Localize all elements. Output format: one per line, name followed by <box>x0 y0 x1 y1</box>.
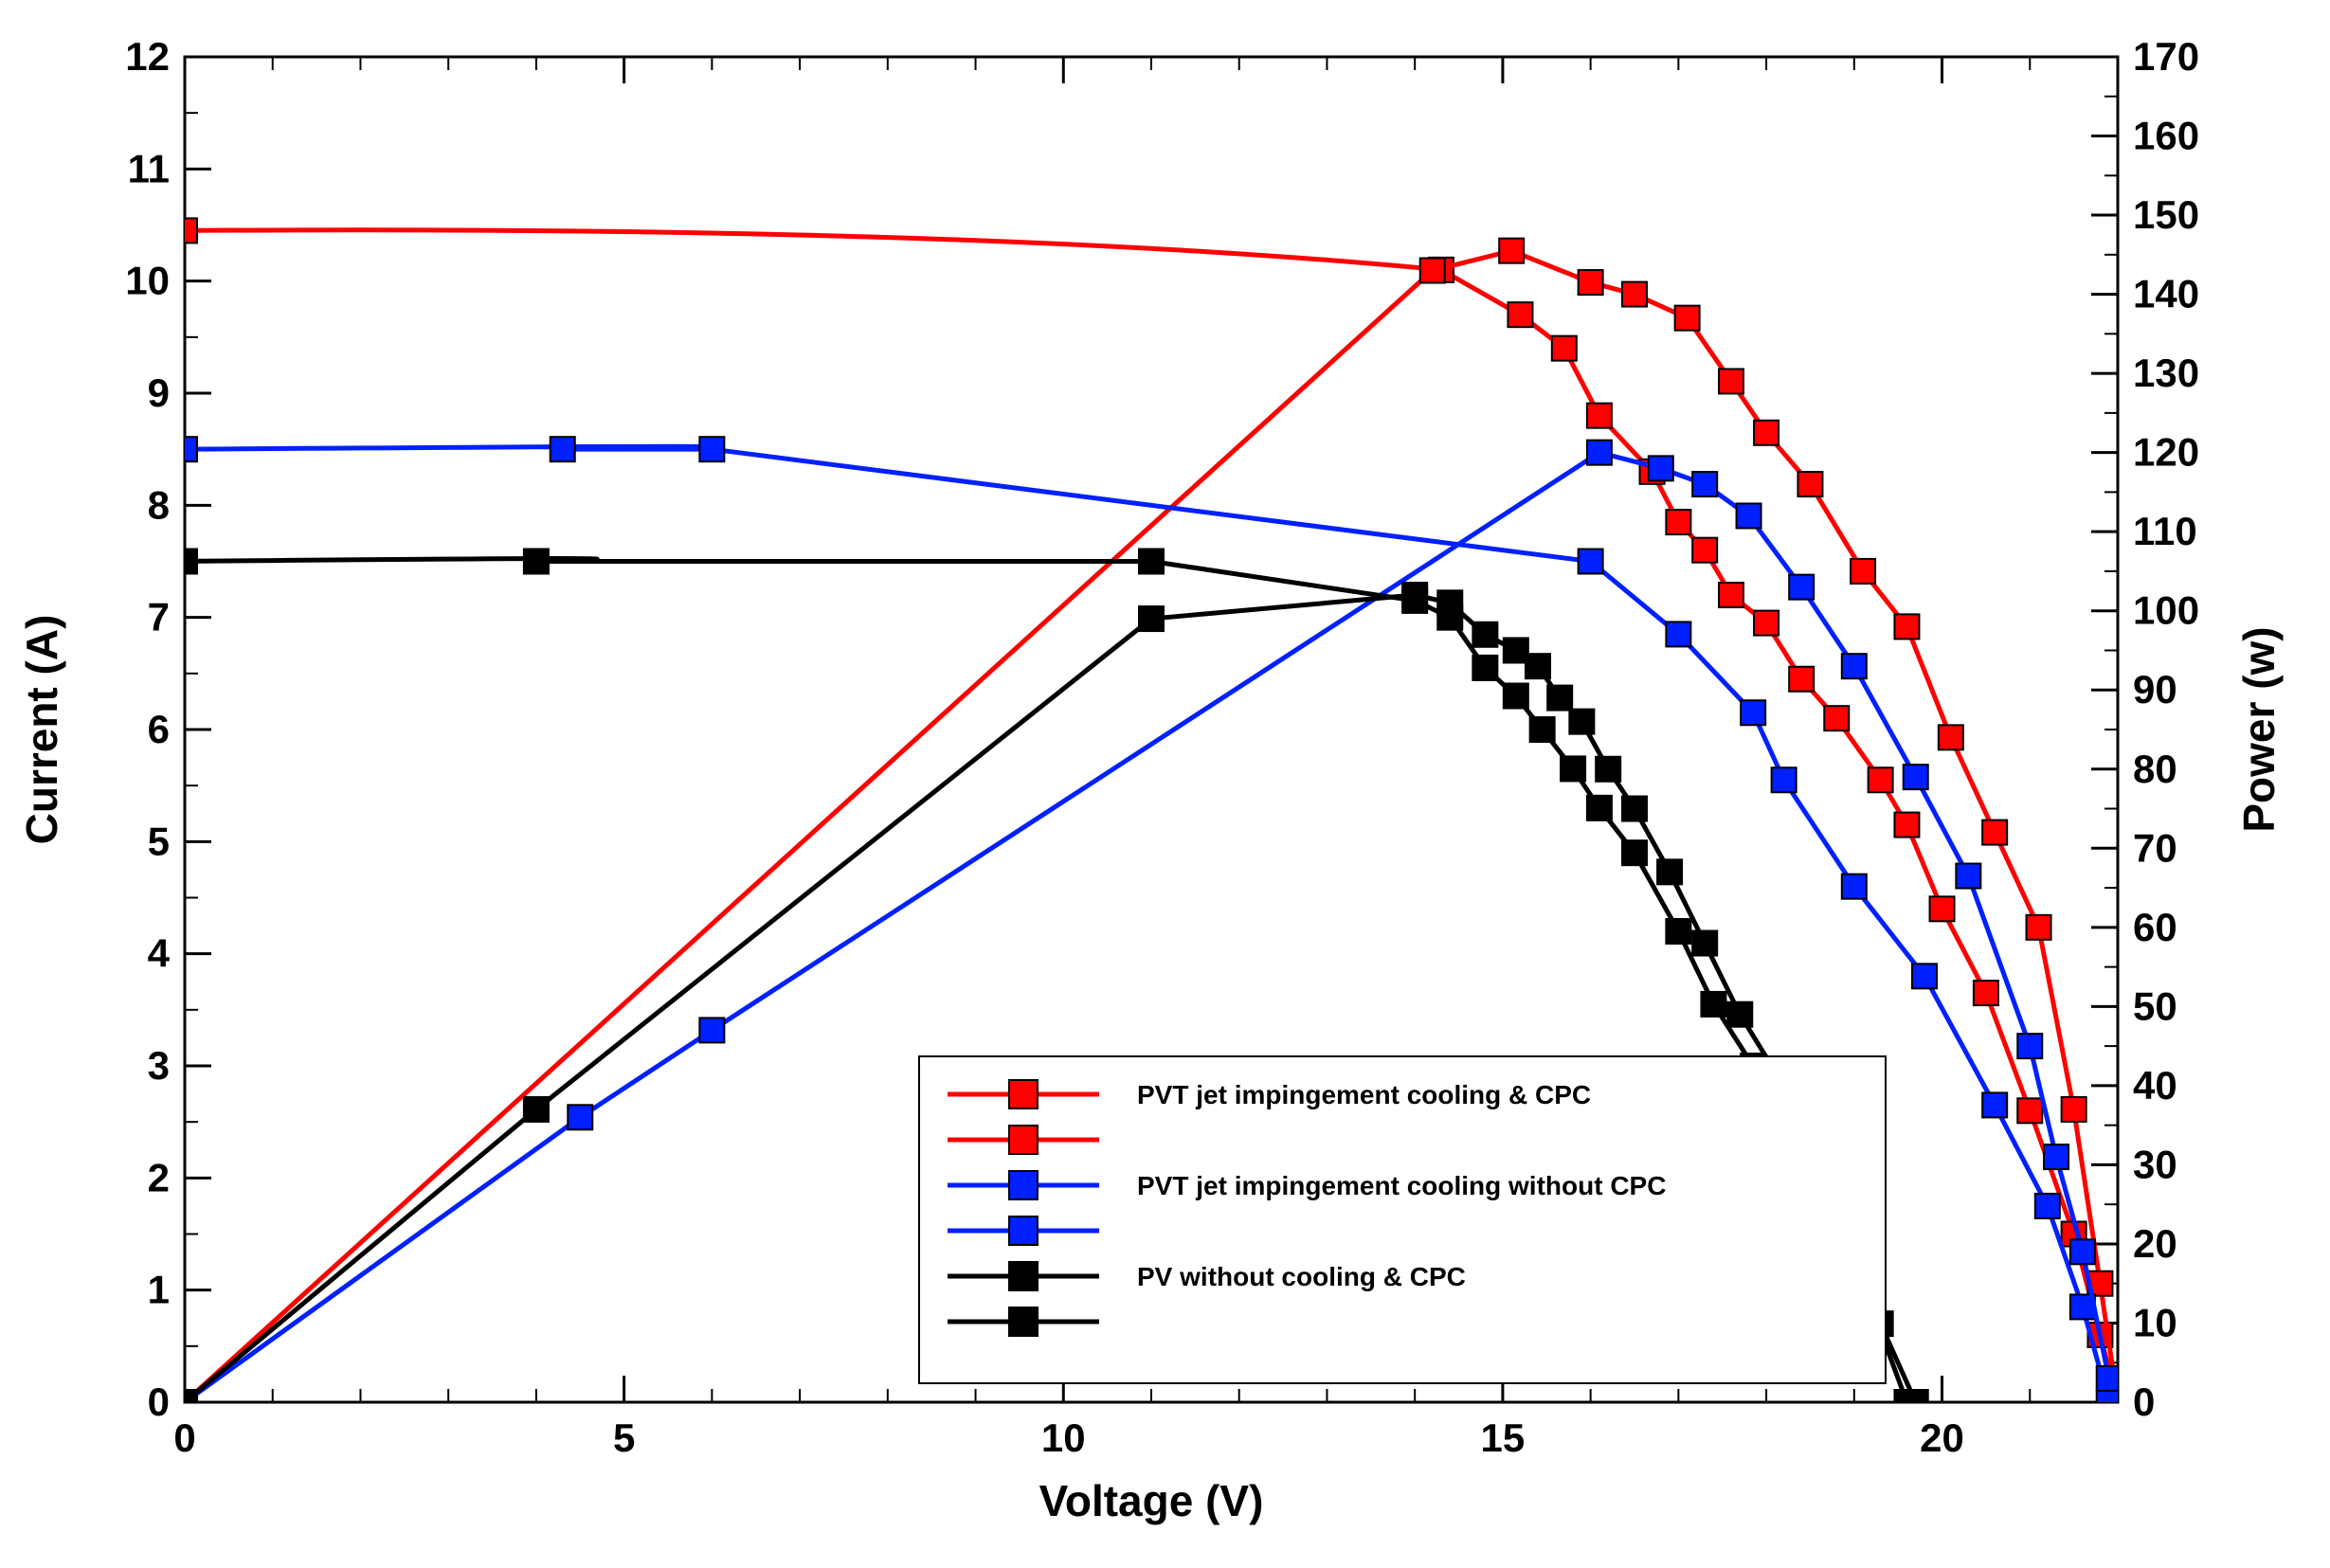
legend-entry-label: PV without cooling & CPC <box>1137 1262 1466 1291</box>
y-right-tick-label: 160 <box>2133 114 2199 158</box>
y-right-axis-title-text: Power (w) <box>2234 626 2284 832</box>
y-right-tick-label: 0 <box>2133 1379 2155 1424</box>
y-right-tick-label: 80 <box>2133 747 2177 791</box>
y-left-tick-label: 5 <box>148 819 170 863</box>
y-right-tick-label: 60 <box>2133 905 2177 949</box>
y-right-tick-label: 20 <box>2133 1221 2177 1266</box>
legend: PVT jet impingement cooling & CPC PVT jet… <box>919 1056 1886 1383</box>
y-left-tick-label: 12 <box>125 34 170 79</box>
y-right-tick-label: 10 <box>2133 1300 2177 1344</box>
y-left-tick-label: 10 <box>125 259 170 303</box>
y-right-tick-label: 130 <box>2133 351 2199 395</box>
y-left-tick-label: 7 <box>148 595 170 640</box>
x-tick-label: 10 <box>1041 1415 1086 1460</box>
y-left-tick-label: 3 <box>148 1043 170 1088</box>
y-right-tick-label: 50 <box>2133 983 2177 1028</box>
x-tick-label: 0 <box>173 1415 195 1460</box>
y-right-tick-label: 90 <box>2133 667 2177 712</box>
x-tick-label: 5 <box>613 1415 635 1460</box>
y-left-tick-label: 1 <box>148 1268 170 1312</box>
chart-container: 05101520Voltage (V)0123456789101112Curre… <box>0 0 2330 1568</box>
y-right-tick-label: 110 <box>2133 509 2197 553</box>
y-left-tick-label: 6 <box>148 707 170 751</box>
y-right-tick-label: 40 <box>2133 1063 2177 1108</box>
y-left-tick-label: 2 <box>148 1155 170 1199</box>
x-axis-title-text: Voltage (V) <box>1039 1476 1264 1525</box>
y-right-tick-label: 150 <box>2133 192 2199 237</box>
y-right-tick-label: 30 <box>2133 1142 2177 1186</box>
y-right-tick-label: 140 <box>2133 272 2199 316</box>
x-tick-label: 20 <box>1920 1415 1964 1460</box>
y-left-tick-label: 0 <box>148 1379 170 1424</box>
y-right-tick-label: 100 <box>2133 588 2199 633</box>
y-right-tick-label: 120 <box>2133 430 2199 475</box>
y-left-axis-title-text: Current (A) <box>17 615 66 845</box>
legend-entry-label: PVT jet impingement cooling without CPC <box>1137 1171 1666 1200</box>
y-right-tick-label: 170 <box>2133 34 2199 79</box>
y-left-tick-label: 8 <box>148 482 170 527</box>
x-tick-label: 15 <box>1481 1415 1526 1460</box>
dual-axis-iv-pv-chart: 05101520Voltage (V)0123456789101112Curre… <box>0 0 2330 1568</box>
y-left-tick-label: 4 <box>148 931 171 976</box>
y-left-tick-label: 9 <box>148 370 170 415</box>
y-left-tick-label: 11 <box>128 146 170 190</box>
legend-entry-label: PVT jet impingement cooling & CPC <box>1137 1080 1591 1109</box>
y-right-tick-label: 70 <box>2133 825 2177 870</box>
